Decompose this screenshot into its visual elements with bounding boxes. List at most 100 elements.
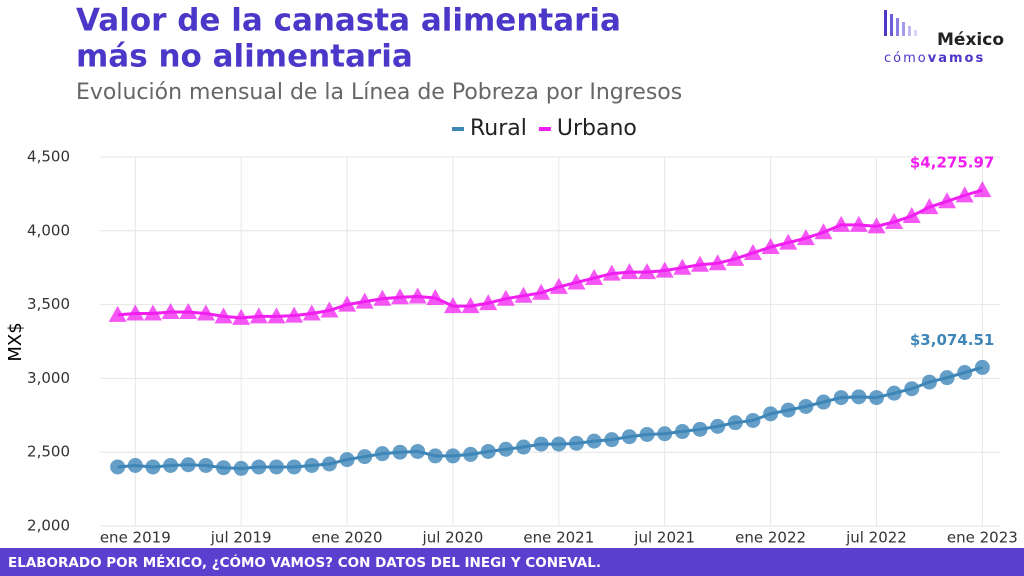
marker [267,307,286,324]
marker [479,294,498,311]
marker [357,449,373,465]
marker [408,287,427,304]
marker [302,304,321,321]
marker [568,435,584,451]
marker [126,304,145,321]
marker [710,418,726,434]
marker [602,264,621,281]
marker [849,215,868,232]
marker [391,288,409,305]
marker [974,359,990,375]
marker [567,273,586,290]
marker [904,381,920,397]
marker [179,302,198,319]
series [108,181,992,325]
marker [161,302,180,319]
y-tick-label: 3,500 [27,295,70,313]
marker [427,448,443,464]
x-tick-label: ene 2021 [523,529,594,547]
marker [639,426,655,442]
marker [955,186,974,203]
marker [727,415,743,431]
marker [957,364,973,380]
marker [514,286,533,303]
y-tick-label: 4,000 [27,221,70,239]
marker [549,277,568,294]
y-tick-label: 4,500 [27,148,70,166]
marker [921,374,937,390]
footer: ELABORADO POR MÉXICO, ¿CÓMO VAMOS? CON D… [8,553,601,571]
marker [674,424,690,440]
marker [233,460,249,476]
marker [426,288,445,305]
marker [655,261,674,278]
marker [586,433,602,449]
marker [496,289,515,306]
marker [163,457,179,473]
marker [763,406,779,422]
marker [445,448,461,464]
marker [249,307,268,324]
marker [796,229,815,246]
marker [833,390,849,406]
y-tick-label: 2,500 [27,443,70,461]
y-tick-label: 2,000 [27,517,70,535]
marker [410,443,426,459]
logo-top: México [937,30,1004,50]
marker [585,269,604,286]
marker [867,217,886,234]
marker [338,295,357,312]
marker [691,255,709,272]
line [117,365,983,470]
marker [779,233,798,250]
line [117,188,983,320]
marker [180,457,196,473]
marker [443,297,462,314]
marker [143,304,162,321]
marker [321,456,337,472]
marker [938,192,957,209]
data-label: $4,275.97 [910,154,994,172]
logo: México cómovamos [884,10,1004,66]
marker [251,459,267,475]
marker [745,412,761,428]
y-axis-label: MX$ [5,322,26,361]
x-tick-label: ene 2023 [947,529,1018,547]
x-tick-label: ene 2020 [312,529,383,547]
marker [620,263,639,280]
y-tick-label: 3,000 [27,369,70,387]
marker [196,304,215,321]
marker [498,441,514,457]
data-label: $3,074.51 [910,331,994,349]
marker [232,308,251,325]
marker [604,432,620,448]
marker [920,198,939,215]
legend-label: Urbano [557,116,637,141]
marker [373,289,392,306]
marker [885,212,904,229]
logo-bottom-bold: vamos [928,51,985,66]
logo-bottom-light: cómo [884,51,928,66]
marker [673,258,692,275]
x-tick-label: jul 2019 [210,529,272,547]
marker [320,301,339,318]
marker [532,283,551,300]
marker [886,385,902,401]
x-tick-label: ene 2019 [100,529,171,547]
marker [304,457,320,473]
marker [127,457,143,473]
marker [339,452,355,468]
marker [816,394,832,410]
marker [851,389,867,405]
logo-bottom: cómovamos [884,51,985,66]
marker [973,181,992,198]
marker [761,238,780,255]
marker [638,263,657,280]
marker [868,390,884,406]
marker [939,370,955,386]
marker [392,444,408,460]
marker [902,207,921,224]
marker [743,243,762,260]
chart-subtitle: Evolución mensual de la Línea de Pobreza… [76,80,682,105]
